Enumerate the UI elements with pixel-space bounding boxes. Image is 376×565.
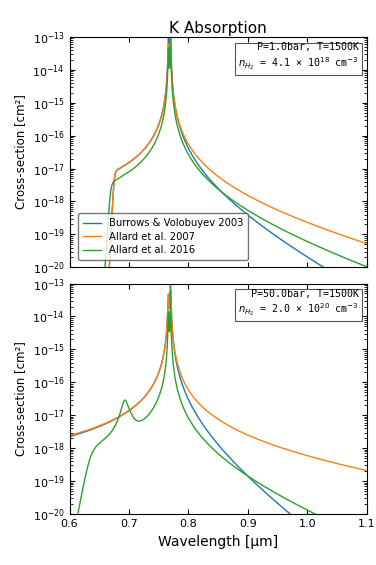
Allard et al. 2016	[256, 480, 261, 486]
Burrows & Volobuyev 2003	[288, 242, 293, 249]
Burrows & Volobuyev 2003	[67, 433, 72, 440]
Allard et al. 2016	[175, 123, 180, 129]
Legend: Burrows & Volobuyev 2003, Allard et al. 2007, Allard et al. 2016: Burrows & Volobuyev 2003, Allard et al. …	[77, 213, 248, 260]
Line: Burrows & Volobuyev 2003: Burrows & Volobuyev 2003	[70, 10, 367, 432]
Allard et al. 2016	[168, 277, 173, 284]
Allard et al. 2016	[243, 471, 248, 478]
Burrows & Volobuyev 2003	[168, 288, 173, 294]
Allard et al. 2016	[288, 230, 293, 237]
Allard et al. 2016	[168, 30, 173, 37]
X-axis label: Wavelength [μm]: Wavelength [μm]	[158, 534, 278, 549]
Allard et al. 2016	[67, 429, 72, 436]
Burrows & Volobuyev 2003	[288, 511, 293, 518]
Allard et al. 2016	[243, 206, 248, 212]
Allard et al. 2007	[243, 191, 248, 198]
Line: Allard et al. 2007: Allard et al. 2007	[70, 290, 367, 471]
Burrows & Volobuyev 2003	[82, 429, 87, 436]
Allard et al. 2007	[288, 447, 293, 454]
Burrows & Volobuyev 2003	[82, 429, 87, 436]
Allard et al. 2016	[365, 263, 370, 270]
Allard et al. 2007	[67, 432, 72, 439]
Burrows & Volobuyev 2003	[175, 363, 180, 370]
Allard et al. 2007	[288, 212, 293, 219]
Title: K Absorption: K Absorption	[169, 20, 267, 36]
Burrows & Volobuyev 2003	[256, 483, 261, 490]
Allard et al. 2007	[304, 219, 308, 225]
Allard et al. 2007	[67, 429, 72, 436]
Allard et al. 2016	[175, 386, 180, 393]
Burrows & Volobuyev 2003	[304, 253, 308, 260]
Burrows & Volobuyev 2003	[67, 429, 72, 436]
Burrows & Volobuyev 2003	[175, 114, 180, 121]
Allard et al. 2007	[175, 113, 180, 120]
Text: P=1.0bar, T=1500K
$n_{H_2}$ = 4.1 × 10$^{18}$ cm$^{-3}$: P=1.0bar, T=1500K $n_{H_2}$ = 4.1 × 10$^…	[238, 42, 359, 72]
Allard et al. 2016	[82, 477, 87, 484]
Line: Burrows & Volobuyev 2003: Burrows & Volobuyev 2003	[70, 291, 367, 565]
Y-axis label: Cross-section [cm²]: Cross-section [cm²]	[14, 341, 27, 457]
Allard et al. 2007	[304, 452, 308, 459]
Allard et al. 2016	[82, 429, 87, 436]
Allard et al. 2007	[256, 436, 261, 443]
Burrows & Volobuyev 2003	[168, 7, 173, 14]
Allard et al. 2007	[365, 240, 370, 247]
Allard et al. 2016	[304, 506, 308, 513]
Burrows & Volobuyev 2003	[304, 524, 308, 531]
Allard et al. 2016	[256, 214, 261, 220]
Allard et al. 2007	[82, 429, 87, 436]
Allard et al. 2016	[365, 535, 370, 542]
Allard et al. 2016	[304, 237, 308, 244]
Allard et al. 2007	[175, 360, 180, 367]
Allard et al. 2007	[168, 38, 173, 45]
Text: P=50.0bar, T=1500K
$n_{H_2}$ = 2.0 × 10$^{20}$ cm$^{-3}$: P=50.0bar, T=1500K $n_{H_2}$ = 2.0 × 10$…	[238, 289, 359, 319]
Line: Allard et al. 2016: Allard et al. 2016	[70, 33, 367, 432]
Y-axis label: Cross-section [cm²]: Cross-section [cm²]	[14, 94, 27, 210]
Allard et al. 2007	[243, 431, 248, 437]
Allard et al. 2007	[82, 428, 87, 434]
Burrows & Volobuyev 2003	[243, 210, 248, 217]
Burrows & Volobuyev 2003	[365, 290, 370, 297]
Burrows & Volobuyev 2003	[243, 471, 248, 477]
Allard et al. 2007	[256, 198, 261, 205]
Allard et al. 2007	[168, 286, 173, 293]
Burrows & Volobuyev 2003	[256, 220, 261, 227]
Line: Allard et al. 2007: Allard et al. 2007	[70, 41, 367, 432]
Allard et al. 2007	[365, 467, 370, 474]
Line: Allard et al. 2016: Allard et al. 2016	[70, 281, 367, 556]
Allard et al. 2016	[67, 553, 72, 559]
Allard et al. 2016	[288, 498, 293, 505]
